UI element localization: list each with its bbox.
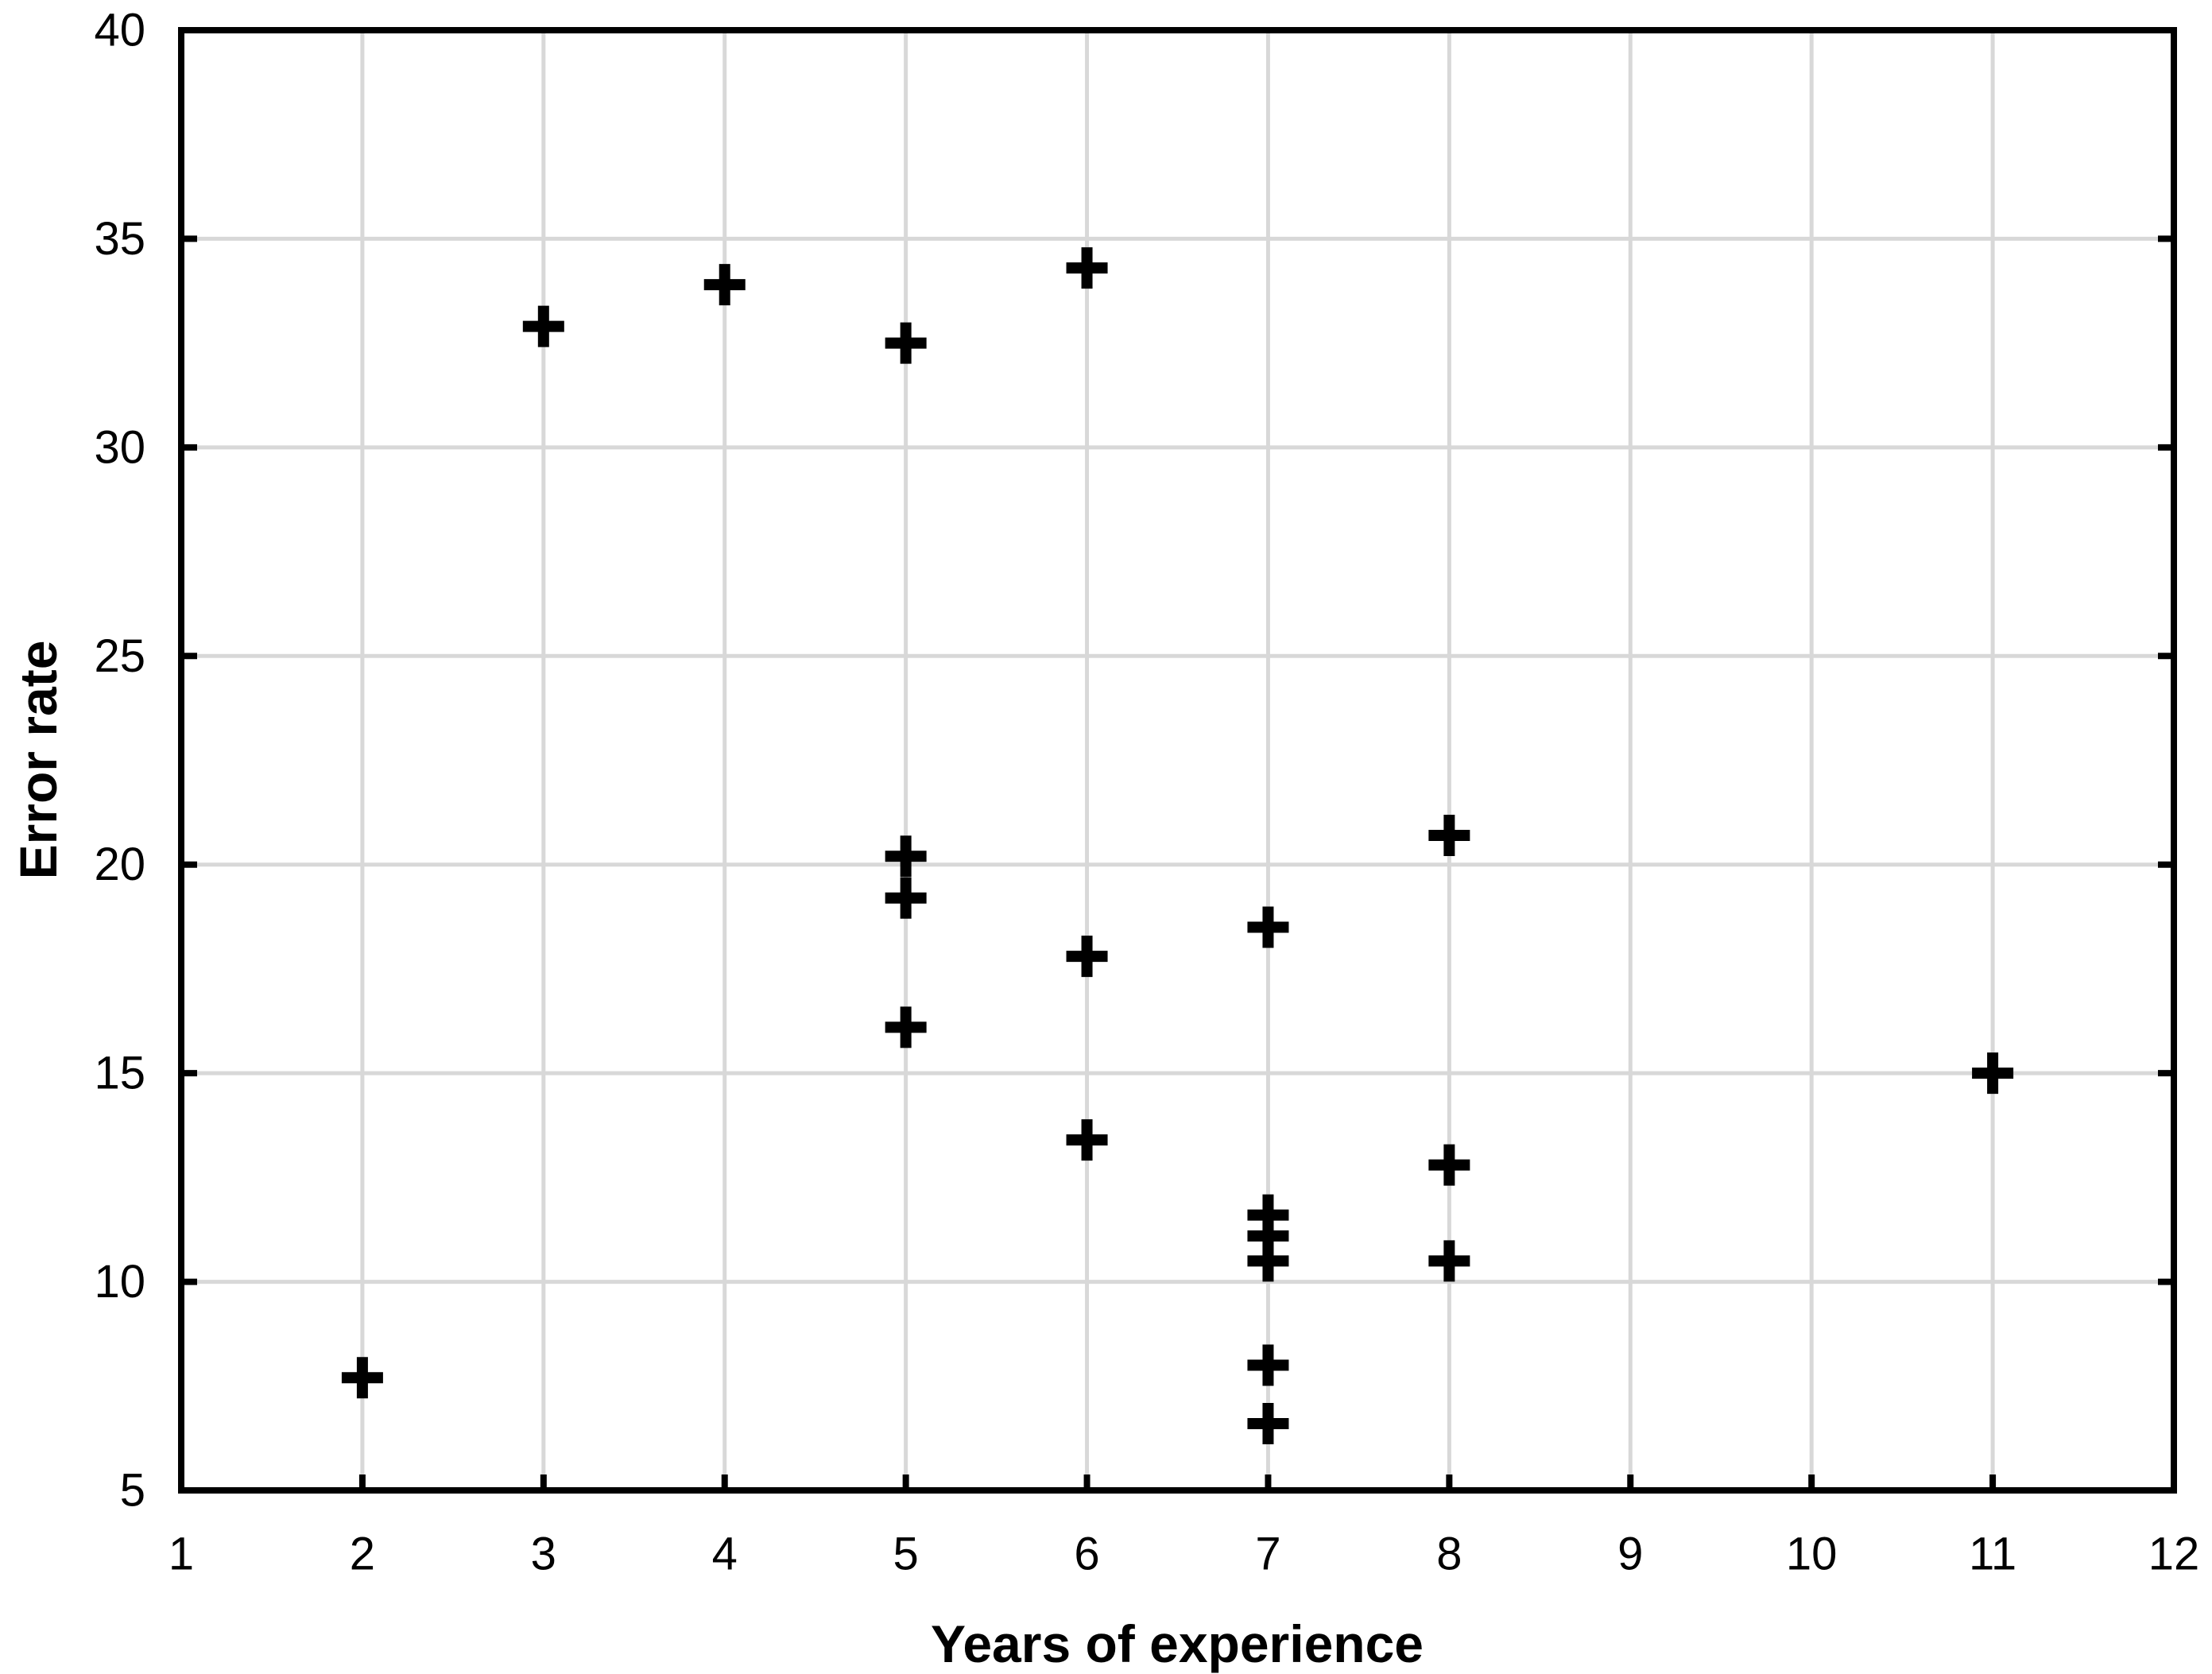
x-tick-label: 6	[1074, 1529, 1099, 1580]
data-point-marker	[1972, 1052, 2014, 1095]
data-point-marker	[341, 1357, 383, 1399]
data-point-marker	[1428, 1144, 1470, 1186]
data-point-marker	[1247, 906, 1289, 948]
x-tick-label: 10	[1786, 1529, 1838, 1580]
plot-frame	[178, 27, 2177, 1494]
x-tick-label: 8	[1436, 1529, 1462, 1580]
grid-layer	[179, 28, 2176, 1493]
y-axis-label: Error rate	[9, 641, 68, 880]
data-point-marker	[1066, 247, 1108, 289]
x-tick-label: 12	[2148, 1529, 2200, 1580]
y-tick-label: 20	[94, 839, 145, 890]
data-point-marker	[885, 1006, 927, 1048]
x-axis-label: Years of experience	[931, 1614, 1424, 1673]
tick-layer	[178, 27, 2177, 1494]
y-tick-label: 5	[120, 1465, 145, 1517]
data-point-marker	[885, 877, 927, 919]
data-point-marker	[1247, 1344, 1289, 1386]
y-tick-label: 40	[94, 5, 145, 56]
x-tick-label: 2	[350, 1529, 375, 1580]
x-tick-label: 3	[531, 1529, 556, 1580]
x-tick-label: 5	[893, 1529, 919, 1580]
data-point-marker	[1066, 936, 1108, 978]
x-tick-label: 4	[712, 1529, 738, 1580]
y-tick-label: 25	[94, 630, 145, 682]
data-point-marker	[1247, 1403, 1289, 1445]
data-point-marker	[703, 264, 746, 306]
data-point-marker	[1428, 1240, 1470, 1282]
x-tick-label: 1	[169, 1529, 194, 1580]
x-tick-label: 7	[1255, 1529, 1280, 1580]
data-point-marker	[1066, 1119, 1108, 1161]
data-point-marker	[1428, 814, 1470, 856]
data-point-marker	[885, 835, 927, 878]
x-tick-label: 9	[1617, 1529, 1643, 1580]
y-tick-label: 35	[94, 213, 145, 265]
x-tick-label: 11	[1969, 1529, 2016, 1580]
data-point-marker	[522, 305, 564, 347]
plot-frame-box	[178, 27, 2177, 1494]
y-tick-label: 15	[94, 1048, 145, 1099]
y-tick-label: 30	[94, 421, 145, 473]
data-point-marker	[1247, 1240, 1289, 1282]
data-point-marker	[885, 322, 927, 364]
y-tick-label: 10	[94, 1256, 145, 1308]
data-point-layer	[341, 247, 2014, 1445]
